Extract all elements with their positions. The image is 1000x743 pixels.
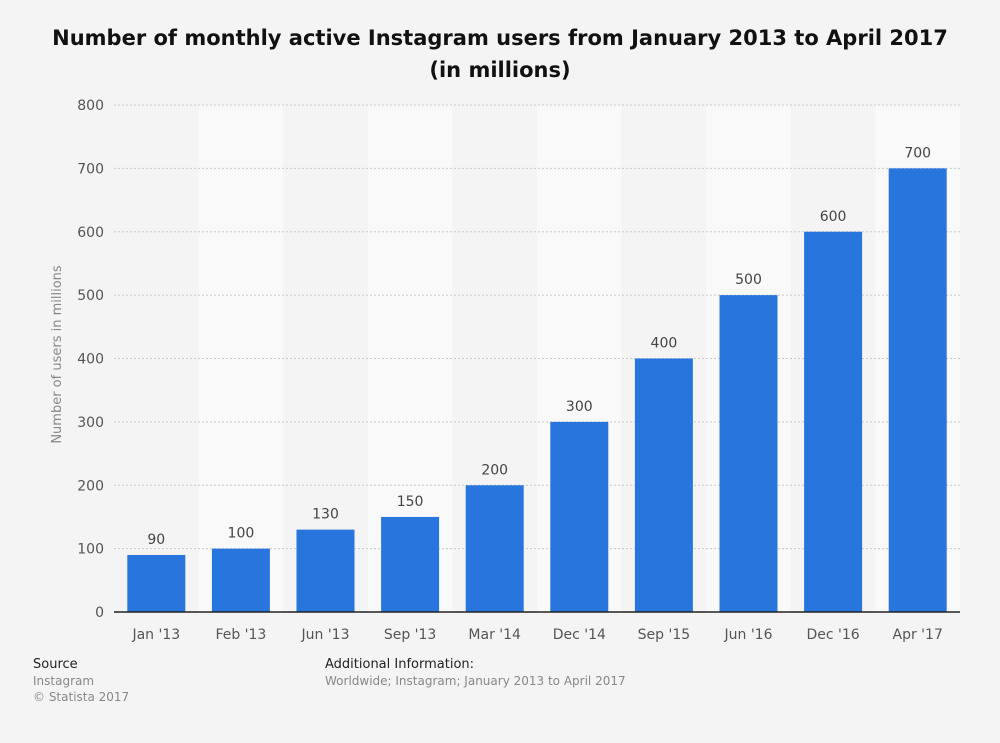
bar	[465, 485, 524, 612]
x-tick-label: Feb '13	[215, 627, 266, 643]
x-tick-label: Apr '17	[893, 627, 943, 643]
x-tick-label: Jan '13	[131, 627, 180, 643]
source-name: Instagram	[33, 674, 95, 688]
data-label: 90	[147, 532, 165, 548]
x-tick-label: Jun '13	[301, 627, 350, 643]
x-axis-ticks: Jan '13 Feb '13 Jun '13 Sep '13 Mar '14 Dec '…	[131, 627, 942, 643]
x-tick-label: Mar '14	[468, 627, 521, 643]
chart-title: Number of monthly active Instagram users…	[0, 22, 1000, 86]
bar	[634, 358, 693, 612]
y-axis-ticks: 0 100 200 300 400 500 600 700 800	[77, 98, 104, 621]
bar	[127, 554, 186, 612]
data-label: 400	[651, 336, 678, 352]
x-tick-label: Sep '13	[384, 627, 437, 643]
y-tick-label: 100	[77, 542, 104, 558]
y-tick-label: 500	[77, 288, 104, 304]
source-heading: Source	[33, 657, 78, 672]
data-label: 150	[397, 494, 424, 510]
background-band	[198, 105, 284, 612]
background-band	[283, 105, 368, 612]
y-axis-label: Number of users in millions	[50, 265, 65, 444]
data-label: 700	[904, 145, 931, 161]
data-label: 300	[566, 399, 593, 415]
chart-title-line1: Number of monthly active Instagram users…	[52, 26, 948, 50]
bar	[296, 529, 355, 612]
bars	[127, 168, 947, 612]
data-label: 100	[228, 526, 255, 542]
footer-additional-info: Additional Information: Worldwide; Insta…	[325, 657, 626, 689]
y-tick-label: 200	[77, 478, 104, 494]
y-tick-label: 600	[77, 225, 104, 241]
info-heading: Additional Information:	[325, 657, 475, 672]
bar	[381, 516, 440, 612]
bar	[211, 548, 270, 612]
footer-source: Source Instagram © Statista 2017	[33, 657, 129, 705]
bar	[888, 168, 947, 612]
bar	[719, 295, 778, 612]
x-tick-label: Jun '16	[724, 627, 773, 643]
y-tick-label: 800	[77, 98, 104, 114]
x-tick-label: Dec '16	[806, 627, 859, 643]
x-tick-label: Sep '15	[638, 627, 691, 643]
data-labels: 90 100 130 150 200 300 400 500 600 700	[147, 145, 931, 548]
bar	[804, 231, 863, 612]
data-label: 130	[312, 507, 339, 523]
y-tick-label: 400	[77, 352, 104, 368]
copyright: © Statista 2017	[33, 690, 130, 704]
data-label: 500	[735, 272, 762, 288]
x-tick-label: Dec '14	[553, 627, 606, 643]
data-label: 200	[481, 462, 508, 478]
y-tick-label: 700	[77, 161, 104, 177]
y-tick-label: 300	[77, 415, 104, 431]
data-label: 600	[820, 209, 847, 225]
info-text: Worldwide; Instagram; January 2013 to Ap…	[325, 674, 626, 688]
background-band	[114, 105, 199, 612]
bar	[550, 421, 609, 612]
chart-title-line2: (in millions)	[429, 58, 571, 82]
y-tick-label: 0	[95, 605, 104, 621]
bar-chart: 0 100 200 300 400 500 600 700 800 90 100 130 150 200…	[50, 98, 960, 643]
